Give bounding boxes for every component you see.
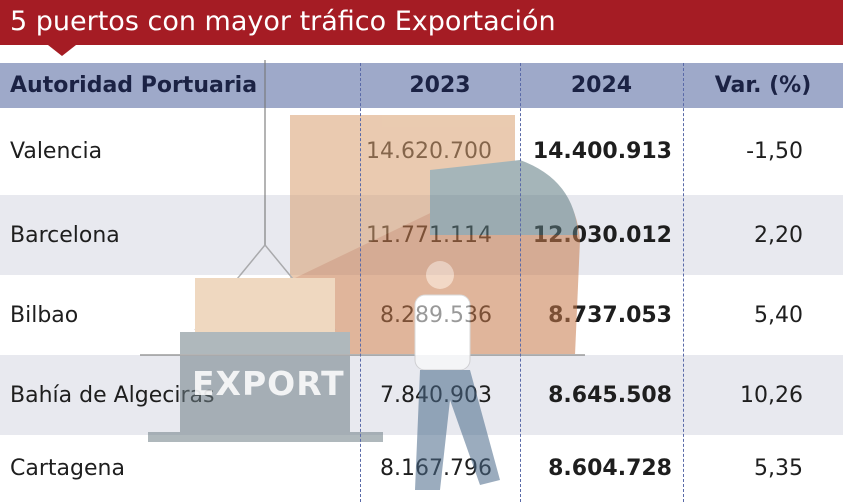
- table-row: Bilbao 8.289.536 8.737.053 5,40: [0, 275, 843, 355]
- table-cell: Valencia: [10, 139, 103, 164]
- table-cell: 5,35: [754, 456, 803, 481]
- column-header: Autoridad Portuaria: [10, 73, 258, 98]
- table-cell: 12.030.012: [532, 222, 672, 248]
- column-separator: [360, 63, 361, 502]
- table-cell: 11.771.114: [366, 222, 492, 248]
- table-cell: 5,40: [754, 302, 803, 328]
- table-cell: 10,26: [740, 382, 803, 408]
- table-cell: 8.645.508: [548, 382, 672, 408]
- table-cell: 14.400.913: [532, 139, 672, 164]
- table-cell: Bahía de Algeciras: [10, 382, 215, 408]
- column-header: 2024: [570, 73, 633, 98]
- table-row: Bahía de Algeciras 7.840.903 8.645.508 10,2…: [0, 355, 843, 435]
- column-separator: [683, 63, 684, 502]
- title-pointer: [48, 45, 76, 56]
- table-cell: Bilbao: [10, 302, 79, 328]
- title-bar: 5 puertos con mayor tráfico Exportación: [0, 0, 843, 45]
- table-row: Cartagena 8.167.796 8.604.728 5,35: [0, 435, 843, 502]
- table-cell: -1,50: [746, 139, 803, 164]
- illustration-label: EXPORT: [192, 364, 345, 403]
- table-cell: 8.737.053: [548, 302, 672, 328]
- table-row: Valencia 14.620.700 14.400.913 -1,50: [0, 108, 843, 195]
- table-cell: 8.167.796: [380, 456, 492, 481]
- column-separator: [520, 63, 521, 502]
- table-cell: 2,20: [754, 222, 803, 248]
- table-cell: 7.840.903: [380, 382, 492, 408]
- table-row: Barcelona 11.771.114 12.030.012 2,20: [0, 195, 843, 275]
- table-cell: Barcelona: [10, 222, 120, 248]
- table-cell: 14.620.700: [366, 139, 492, 164]
- table-cell: Cartagena: [10, 456, 125, 481]
- column-header: 2023: [409, 73, 471, 98]
- table-cell: 8.604.728: [548, 456, 672, 481]
- title: 5 puertos con mayor tráfico Exportación: [10, 6, 556, 37]
- header-row: Autoridad Portuaria 2023 2024 Var. (%): [0, 63, 843, 108]
- column-header: Var. (%): [714, 73, 812, 98]
- table-cell: 8.289.536: [380, 302, 492, 328]
